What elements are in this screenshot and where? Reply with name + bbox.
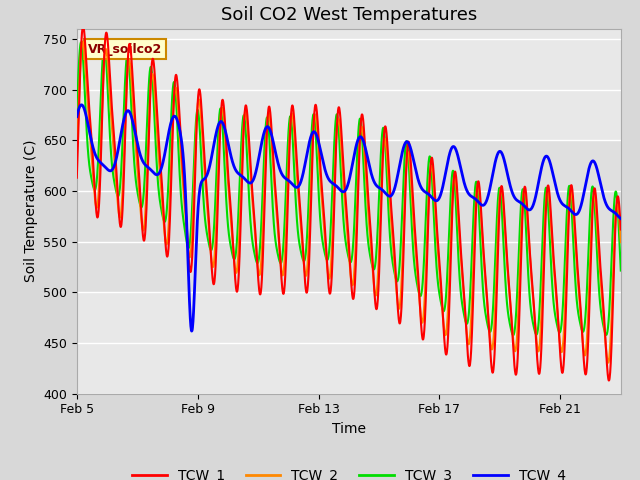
TCW_3 — [323, 257, 331, 263]
TCW_2 — [101, 51, 109, 57]
TCW_3 — [617, 268, 625, 274]
Line: TCW_3: TCW_3 — [77, 42, 621, 335]
Bar — [77, 140, 621, 292]
TCW_4 — [73, 114, 81, 120]
TCW_2 — [602, 337, 609, 343]
TCW_4 — [502, 163, 509, 169]
Line: TCW_1: TCW_1 — [77, 26, 621, 381]
TCW_2 — [323, 264, 331, 269]
TCW_4 — [617, 216, 625, 221]
TCW_3 — [502, 278, 509, 284]
TCW_3 — [338, 184, 346, 190]
TCW_2 — [617, 240, 625, 245]
TCW_1 — [605, 378, 612, 384]
TCW_4 — [602, 200, 609, 205]
TCW_1 — [617, 227, 625, 232]
TCW_2 — [601, 333, 609, 339]
TCW_4 — [338, 189, 346, 194]
TCW_4 — [101, 164, 109, 169]
Title: Soil CO2 West Temperatures: Soil CO2 West Temperatures — [221, 6, 477, 24]
TCW_2 — [502, 236, 509, 241]
TCW_1 — [601, 329, 609, 335]
TCW_1 — [73, 175, 81, 180]
TCW_3 — [509, 332, 517, 338]
TCW_4 — [188, 328, 195, 334]
TCW_2 — [604, 360, 612, 365]
X-axis label: Time: Time — [332, 422, 366, 436]
TCW_2 — [73, 155, 81, 160]
TCW_4 — [602, 199, 609, 205]
TCW_1 — [338, 133, 346, 139]
TCW_2 — [338, 149, 346, 155]
TCW_3 — [77, 39, 85, 45]
TCW_3 — [101, 44, 109, 50]
Legend: TCW_1, TCW_2, TCW_3, TCW_4: TCW_1, TCW_2, TCW_3, TCW_4 — [126, 464, 572, 480]
TCW_2 — [79, 39, 86, 45]
TCW_1 — [323, 263, 331, 268]
Text: VR_soilco2: VR_soilco2 — [88, 43, 162, 56]
TCW_4 — [77, 102, 85, 108]
TCW_1 — [79, 24, 87, 29]
TCW_3 — [602, 331, 609, 337]
TCW_1 — [602, 334, 609, 340]
Line: TCW_2: TCW_2 — [77, 42, 621, 362]
Line: TCW_4: TCW_4 — [77, 105, 621, 331]
TCW_3 — [73, 111, 81, 117]
TCW_4 — [324, 174, 332, 180]
TCW_3 — [602, 331, 609, 336]
TCW_1 — [101, 42, 109, 48]
Y-axis label: Soil Temperature (C): Soil Temperature (C) — [24, 140, 38, 282]
TCW_1 — [502, 230, 509, 236]
